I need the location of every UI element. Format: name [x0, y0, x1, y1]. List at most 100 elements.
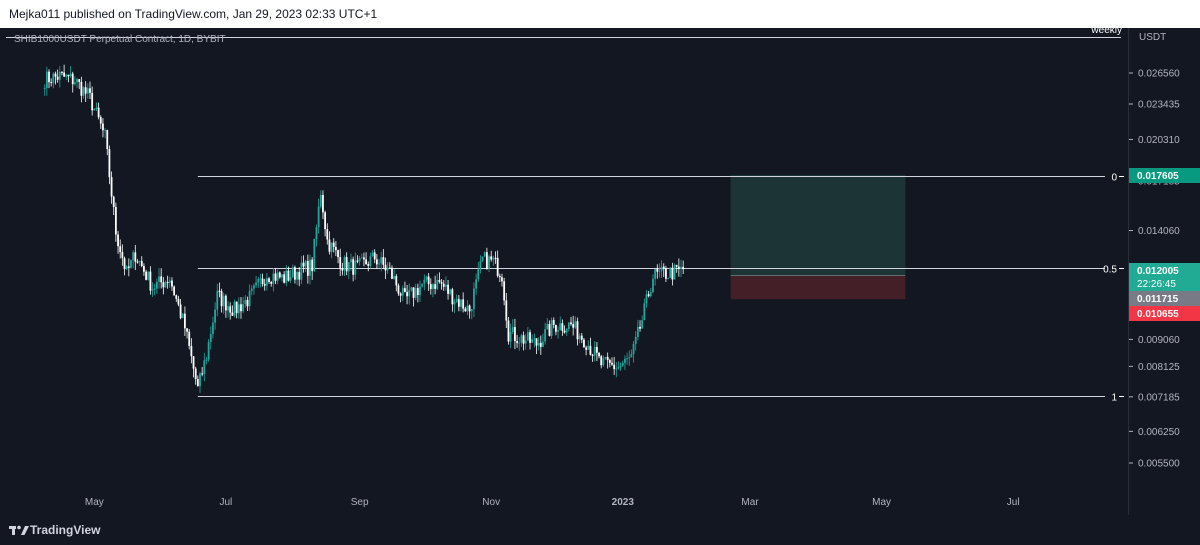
candle-body — [54, 73, 57, 77]
candle-body — [682, 266, 685, 270]
candle-body — [436, 279, 439, 289]
candle — [274, 267, 277, 285]
price-tag-value: 0.012005 — [1137, 266, 1179, 277]
candle — [265, 272, 268, 291]
candle — [302, 255, 305, 273]
candle — [326, 223, 329, 245]
candle-body — [468, 305, 471, 312]
candle — [460, 299, 462, 312]
candle — [132, 250, 135, 269]
candle-body — [140, 261, 143, 267]
candle-body — [143, 266, 145, 272]
candle — [477, 262, 480, 282]
candle — [347, 261, 350, 279]
candle-body — [643, 303, 646, 321]
candle-body — [196, 379, 199, 387]
candle-body — [67, 74, 70, 77]
candle — [337, 249, 339, 264]
candle — [371, 249, 374, 257]
candle-body — [334, 247, 337, 251]
candle — [166, 275, 169, 289]
candle-body — [511, 327, 514, 332]
candle — [410, 286, 413, 292]
candle — [253, 283, 255, 295]
candle-body — [218, 290, 221, 292]
symbol-legend: SHIB1000USDT Perpetual Contract, 1D, BYB… — [14, 34, 226, 45]
long-position-stop-zone — [730, 275, 906, 300]
candle — [177, 295, 180, 307]
candle-body — [570, 322, 572, 325]
candle — [334, 241, 337, 257]
candle — [542, 333, 544, 348]
candle-body — [82, 87, 85, 96]
candle-body — [235, 301, 238, 314]
candle-body — [43, 88, 46, 90]
candle-body — [158, 276, 160, 282]
candle-body — [677, 266, 680, 269]
candle — [343, 255, 346, 277]
candle-body — [61, 72, 63, 74]
candle-body — [347, 262, 350, 272]
candle-body — [326, 229, 329, 240]
candle-body — [427, 276, 430, 285]
candle-body — [561, 323, 564, 331]
candle-body — [382, 257, 385, 265]
candle — [520, 333, 523, 347]
candle — [442, 280, 445, 291]
candle-body — [477, 269, 480, 280]
price-axis[interactable]: USDT 0.0265600.0234350.0203100.0171850.0… — [1128, 28, 1200, 515]
candle — [421, 283, 424, 288]
candle — [127, 258, 130, 277]
x-tick-label: May — [85, 497, 104, 508]
y-tick-label: 0.014060 — [1138, 226, 1180, 237]
candle — [155, 278, 158, 294]
candle-body — [598, 352, 600, 357]
candle-body — [576, 321, 579, 340]
candle-body — [608, 360, 611, 363]
candle — [231, 305, 234, 317]
candle-body — [606, 356, 609, 361]
candle-body — [356, 260, 359, 262]
candle — [74, 76, 76, 86]
candle-body — [119, 246, 122, 253]
candle — [567, 322, 570, 332]
x-tick-label: Mar — [741, 497, 759, 508]
candle-body — [451, 289, 454, 305]
candle — [205, 356, 208, 365]
weekly-note: weekly — [1090, 28, 1122, 36]
candle-body — [177, 298, 180, 305]
candle-body — [386, 267, 389, 271]
fib-level-label: 0.5 — [1103, 265, 1117, 276]
candle — [602, 355, 605, 367]
candle — [496, 250, 499, 278]
candle-body — [106, 130, 109, 150]
candle-body — [481, 256, 484, 262]
candle — [529, 329, 531, 350]
candle-body — [186, 328, 188, 332]
candle — [78, 79, 81, 90]
candle-body — [337, 250, 339, 258]
chart-plot-area[interactable]: 00.51 MayJulSepNov2023MarMayJulSep SHIB1… — [0, 28, 1128, 515]
candle — [412, 287, 415, 307]
candle-body — [537, 342, 540, 346]
candle — [240, 297, 242, 319]
x-tick-label: 2023 — [612, 497, 635, 508]
x-tick-label: Jul — [219, 497, 232, 508]
candle-body — [95, 107, 98, 110]
candle — [414, 283, 417, 301]
candle — [550, 317, 553, 340]
candle-body — [110, 177, 113, 197]
candle — [186, 327, 188, 339]
candle — [628, 350, 631, 366]
candle-body — [304, 260, 307, 267]
price-axis-scale: USDT 0.0265600.0234350.0203100.0171850.0… — [1129, 32, 1200, 470]
candle — [481, 256, 484, 263]
candle-body — [345, 257, 348, 272]
candle-body — [99, 117, 102, 124]
candle — [524, 334, 527, 350]
candle-body — [300, 262, 303, 280]
candle-body — [311, 259, 314, 272]
candle-body — [319, 194, 322, 207]
candle — [438, 272, 441, 284]
x-tick-label: Sep — [351, 497, 369, 508]
